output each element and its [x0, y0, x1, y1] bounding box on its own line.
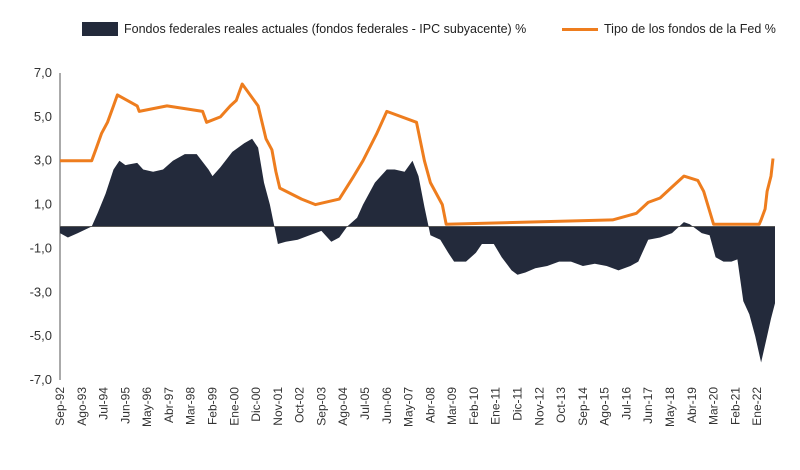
- x-tick-label: Jul-94: [97, 387, 111, 420]
- x-tick-label: Abr-08: [423, 387, 437, 423]
- x-tick-label: May-18: [663, 387, 677, 427]
- x-tick-label: Abr-97: [162, 387, 176, 423]
- y-tick-label: 3,0: [34, 153, 52, 168]
- y-tick-label: -1,0: [30, 240, 52, 255]
- x-tick-label: Ene-00: [227, 387, 241, 426]
- x-tick-label: Nov-01: [271, 387, 285, 426]
- x-tick-label: Ago-04: [336, 387, 350, 426]
- x-tick-label: Dic-00: [249, 387, 263, 422]
- x-tick-label: May-07: [402, 387, 416, 427]
- y-tick-label: -7,0: [30, 372, 52, 387]
- fed-funds-line: [60, 82, 775, 226]
- x-tick-label: Sep-92: [53, 387, 67, 426]
- y-tick-label: 5,0: [34, 109, 52, 124]
- legend-swatch-real: [82, 22, 118, 36]
- real-rate-area: [60, 138, 775, 363]
- x-tick-label: Jun-95: [118, 387, 132, 424]
- x-tick-label: Feb-21: [728, 387, 742, 425]
- y-tick-label: -3,0: [30, 284, 52, 299]
- y-tick-label: 7,0: [34, 65, 52, 80]
- x-tick-label: Mar-20: [707, 387, 721, 425]
- x-tick-label: Oct-02: [293, 387, 307, 423]
- x-tick-label: Mar-09: [445, 387, 459, 425]
- x-tick-label: Ene-11: [489, 387, 503, 425]
- x-tick-label: Abr-19: [685, 387, 699, 423]
- x-tick-label: Ago-93: [75, 387, 89, 426]
- legend-swatch-fed: [562, 27, 598, 31]
- x-tick-label: Jun-17: [641, 387, 655, 424]
- y-tick-label: 1,0: [34, 197, 52, 212]
- x-tick-label: May-96: [140, 387, 154, 427]
- legend: Fondos federales reales actuales (fondos…: [0, 22, 800, 42]
- legend-label-real: Fondos federales reales actuales (fondos…: [124, 22, 527, 36]
- x-tick-label: Sep-03: [314, 387, 328, 426]
- legend-label-fed: Tipo de los fondos de la Fed %: [604, 22, 776, 36]
- y-tick-label: -5,0: [30, 328, 52, 343]
- x-tick-label: Sep-14: [576, 387, 590, 426]
- x-tick-label: Feb-99: [206, 387, 220, 425]
- legend-item-real: Fondos federales reales actuales (fondos…: [82, 22, 526, 36]
- x-tick-label: Oct-13: [554, 387, 568, 423]
- x-tick-label: Jul-05: [358, 387, 372, 420]
- x-tick-label: Jul-16: [619, 387, 633, 420]
- x-tick-label: Mar-98: [184, 387, 198, 425]
- x-tick-label: Nov-12: [532, 387, 546, 426]
- legend-item-fed: Tipo de los fondos de la Fed %: [562, 22, 776, 36]
- x-tick-label: Dic-11: [511, 387, 525, 421]
- x-tick-label: Jun-06: [380, 387, 394, 424]
- x-tick-label: Ene-22: [750, 387, 764, 426]
- x-tick-label: Feb-10: [467, 387, 481, 425]
- x-tick-label: Ago-15: [598, 387, 612, 426]
